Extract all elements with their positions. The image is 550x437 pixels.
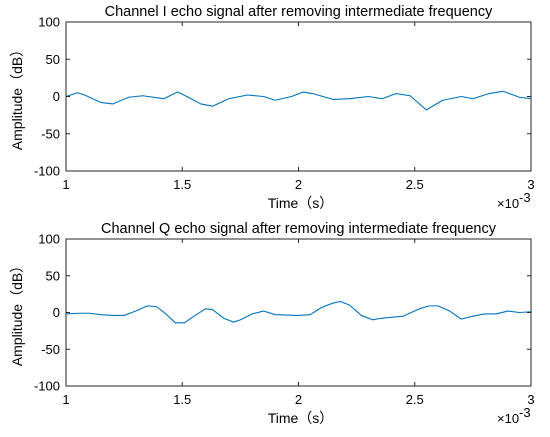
series-line [65,300,532,324]
y-axis-label: Amplitude（dB） [9,43,25,150]
chart-title: Channel I echo signal after removing int… [105,4,493,20]
series-line [65,90,532,111]
y-tick-label: 50 [46,52,60,67]
x-tick-label: 2 [295,177,302,192]
y-tick-label: 100 [38,15,60,30]
x-exponent-power: -3 [519,190,531,205]
y-tick-label: 0 [53,305,60,320]
y-tick-label: -100 [34,164,60,179]
y-tick-label: -50 [41,342,60,357]
chart-panel-channel-q: 1 1.5 2 2.5 3 100 50 0 -50 -100 Channel Q echo sig… [9,221,535,426]
x-tick-label: 1 [62,177,69,192]
x-tick-label: 2.5 [406,392,424,407]
x-exponent-label: ×10 [497,411,519,426]
y-tick-label: 50 [46,268,60,283]
y-tick-label: -50 [41,126,60,141]
y-axis-label: Amplitude（dB） [9,259,25,366]
x-tick-label: 1.5 [173,177,191,192]
y-tick-label: -100 [34,379,60,394]
x-exponent-power: -3 [519,405,531,420]
x-tick-label: 1.5 [173,392,191,407]
x-tick-label: 3 [527,177,534,192]
axes-box [65,238,532,387]
x-tick-label: 1 [62,392,69,407]
x-tick-label: 2 [295,392,302,407]
x-axis-label: Time（s） [268,195,334,211]
x-axis-label: Time（s） [268,410,334,426]
x-exponent-label: ×10 [497,196,519,211]
x-tick-label: 2.5 [406,177,424,192]
chart-title: Channel Q echo signal after removing int… [101,221,497,237]
chart-panel-channel-i: 1 1.5 2 2.5 3 100 50 0 -50 -100 Channel I echo sig… [9,4,535,211]
y-tick-label: 0 [53,89,60,104]
x-tick-label: 3 [527,392,534,407]
y-tick-label: 100 [38,232,60,247]
